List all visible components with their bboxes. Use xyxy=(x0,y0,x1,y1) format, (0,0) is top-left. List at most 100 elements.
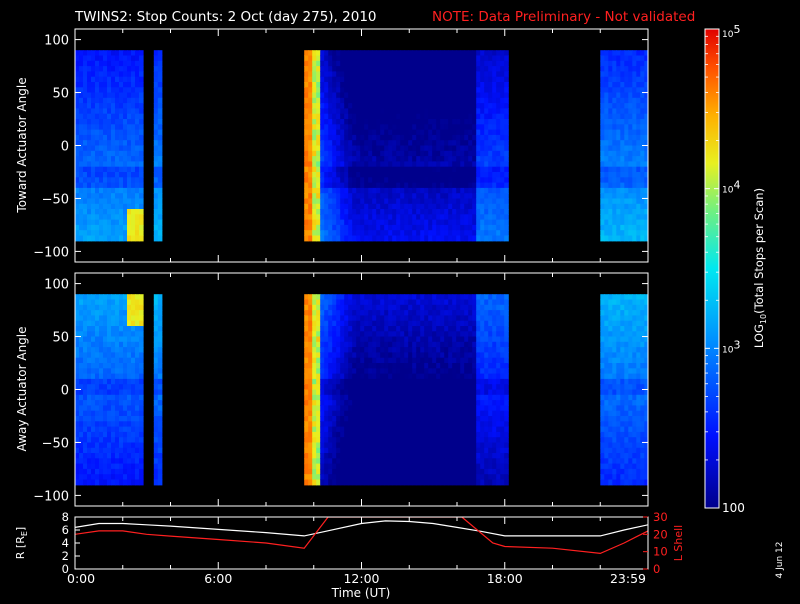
heatmap-cell xyxy=(460,93,465,99)
heatmap-cell xyxy=(79,395,84,401)
heatmap-cell xyxy=(420,161,425,167)
heatmap-cell xyxy=(99,374,104,380)
heatmap-cell xyxy=(448,321,453,327)
heatmap-cell xyxy=(372,368,377,374)
heatmap-cell xyxy=(600,146,605,152)
heatmap-cell xyxy=(87,321,92,327)
heatmap-cell xyxy=(368,300,373,306)
heatmap-cell xyxy=(492,151,497,157)
heatmap-cell xyxy=(440,167,445,173)
heatmap-cell xyxy=(135,140,140,146)
heatmap-cell xyxy=(312,474,317,480)
heatmap-cell xyxy=(158,108,163,114)
heatmap-cell xyxy=(360,61,365,67)
heatmap-cell xyxy=(139,363,144,369)
heatmap-cell xyxy=(135,469,140,475)
heatmap-cell xyxy=(328,474,333,480)
heatmap-cell xyxy=(312,337,317,343)
heatmap-cell xyxy=(416,103,421,109)
heatmap-cell xyxy=(372,310,377,316)
heatmap-cell xyxy=(83,358,88,364)
heatmap-cell xyxy=(83,50,88,56)
heatmap-cell xyxy=(416,130,421,136)
heatmap-cell xyxy=(628,140,633,146)
heatmap-cell xyxy=(99,453,104,459)
heatmap-cell xyxy=(308,66,313,72)
heatmap-cell xyxy=(488,199,493,205)
heatmap-cell xyxy=(139,437,144,443)
heatmap-cell xyxy=(99,204,104,210)
heatmap-cell xyxy=(83,416,88,422)
heatmap-cell xyxy=(324,230,329,236)
heatmap-cell xyxy=(131,469,136,475)
heatmap-cell xyxy=(396,411,401,417)
heatmap-cell xyxy=(123,61,128,67)
heatmap-cell xyxy=(87,161,92,167)
heatmap-cell xyxy=(127,130,132,136)
heatmap-cell xyxy=(111,363,116,369)
heatmap-cell xyxy=(452,130,457,136)
heatmap-cell xyxy=(352,204,357,210)
heatmap-cell xyxy=(115,395,120,401)
heatmap-cell xyxy=(91,395,96,401)
heatmap-cell xyxy=(324,225,329,231)
heatmap-cell xyxy=(328,421,333,427)
heatmap-cell xyxy=(99,337,104,343)
heatmap-cell xyxy=(616,167,621,173)
heatmap-cell xyxy=(400,56,405,62)
heatmap-cell xyxy=(408,93,413,99)
heatmap-cell xyxy=(484,66,489,72)
heatmap-cell xyxy=(75,119,80,125)
heatmap-cell xyxy=(127,305,132,311)
heatmap-cell xyxy=(440,146,445,152)
heatmap-cell xyxy=(79,93,84,99)
heatmap-cell xyxy=(608,50,613,56)
heatmap-cell xyxy=(139,337,144,343)
heatmap-cell xyxy=(428,103,433,109)
heatmap-cell xyxy=(420,209,425,215)
heatmap-cell xyxy=(316,358,321,364)
heatmap-cell xyxy=(139,204,144,210)
heatmap-cell xyxy=(308,135,313,141)
heatmap-cell xyxy=(352,183,357,189)
heatmap-cell xyxy=(356,61,361,67)
heatmap-cell xyxy=(504,156,509,162)
heatmap-cell xyxy=(504,209,509,215)
heatmap-cell xyxy=(384,93,389,99)
heatmap-cell xyxy=(432,432,437,438)
heatmap-cell xyxy=(436,326,441,332)
heatmap-cell xyxy=(428,421,433,427)
heatmap-cell xyxy=(328,82,333,88)
heatmap-cell xyxy=(308,146,313,152)
heatmap-cell xyxy=(392,188,397,194)
heatmap-cell xyxy=(316,379,321,385)
heatmap-cell xyxy=(336,230,341,236)
heatmap-cell xyxy=(139,119,144,125)
heatmap-cell xyxy=(428,151,433,157)
heatmap-cell xyxy=(460,177,465,183)
heatmap-cell xyxy=(344,416,349,422)
heatmap-cell xyxy=(135,315,140,321)
heatmap-cell xyxy=(332,236,337,242)
heatmap-cell xyxy=(304,199,309,205)
heatmap-cell xyxy=(504,71,509,77)
heatmap-cell xyxy=(360,427,365,433)
heatmap-cell xyxy=(376,161,381,167)
heatmap-cell xyxy=(316,347,321,353)
heatmap-cell xyxy=(424,50,429,56)
heatmap-cell xyxy=(139,71,144,77)
heatmap-cell xyxy=(380,209,385,215)
heatmap-cell xyxy=(416,411,421,417)
heatmap-cell xyxy=(115,167,120,173)
heatmap-cell xyxy=(612,140,617,146)
heatmap-cell xyxy=(324,347,329,353)
heatmap-cell xyxy=(436,199,441,205)
heatmap-cell xyxy=(640,130,645,136)
heatmap-cell xyxy=(400,146,405,152)
heatmap-cell xyxy=(368,204,373,210)
heatmap-cell xyxy=(420,119,425,125)
heatmap-cell xyxy=(115,214,120,220)
heatmap-cell xyxy=(352,374,357,380)
heatmap-cell xyxy=(444,405,449,411)
heatmap-cell xyxy=(384,146,389,152)
